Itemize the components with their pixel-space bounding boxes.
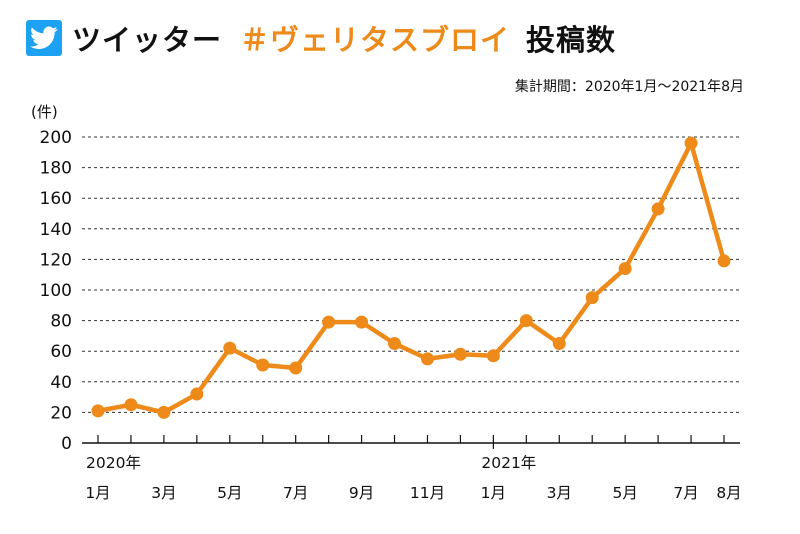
twitter-bird-icon	[26, 20, 62, 56]
y-tick-label: 180	[40, 159, 72, 179]
y-tick-label: 0	[61, 434, 72, 454]
data-point	[618, 262, 632, 276]
data-point	[124, 398, 138, 412]
x-tick-label: 8月	[716, 484, 741, 502]
data-point	[355, 315, 369, 329]
data-point	[684, 136, 698, 150]
data-point	[585, 291, 599, 305]
y-tick-label: 20	[50, 403, 72, 423]
x-tick-label: 1月	[85, 484, 110, 502]
y-tick-label: 60	[50, 342, 72, 362]
data-point	[256, 358, 270, 372]
data-point	[91, 404, 105, 418]
x-tick-label: 7月	[673, 484, 698, 502]
data-point	[223, 341, 237, 355]
y-tick-label: 80	[50, 312, 72, 332]
y-tick-label: 140	[40, 220, 72, 240]
x-tick-label: 5月	[217, 484, 242, 502]
data-point	[651, 202, 665, 216]
data-point	[322, 315, 336, 329]
x-year-label: 2021年	[481, 454, 536, 472]
period-label: 集計期間：2020年1月～2021年8月	[514, 79, 744, 95]
data-point	[420, 352, 434, 366]
x-tick-label: 11月	[410, 484, 445, 502]
title-suffix: 投稿数	[526, 23, 617, 57]
data-point	[453, 347, 467, 361]
title-hashtag: ＃ヴェリタスブロイ	[240, 23, 511, 57]
title-platform: ツイッター	[72, 23, 223, 57]
data-point	[190, 387, 204, 401]
data-point	[388, 337, 402, 351]
y-axis-label: (件)	[31, 103, 58, 121]
data-point	[289, 361, 303, 375]
y-tick-label: 160	[40, 189, 72, 209]
data-point	[519, 314, 533, 328]
x-tick-label: 1月	[481, 484, 506, 502]
chart-title: ツイッター ＃ヴェリタスブロイ 投稿数	[26, 16, 616, 60]
x-tick-label: 7月	[283, 484, 308, 502]
data-point	[552, 337, 566, 351]
data-point	[486, 349, 500, 363]
x-tick-label: 9月	[349, 484, 374, 502]
y-tick-label: 200	[40, 128, 72, 148]
x-tick-label: 5月	[612, 484, 637, 502]
data-point	[717, 254, 731, 268]
data-point	[157, 405, 171, 419]
y-tick-label: 120	[40, 250, 72, 270]
x-tick-label: 3月	[151, 484, 176, 502]
x-tick-label: 3月	[547, 484, 572, 502]
x-year-label: 2020年	[86, 454, 141, 472]
y-tick-label: 100	[40, 281, 72, 301]
y-tick-label: 40	[50, 373, 72, 393]
series-line	[95, 140, 727, 415]
